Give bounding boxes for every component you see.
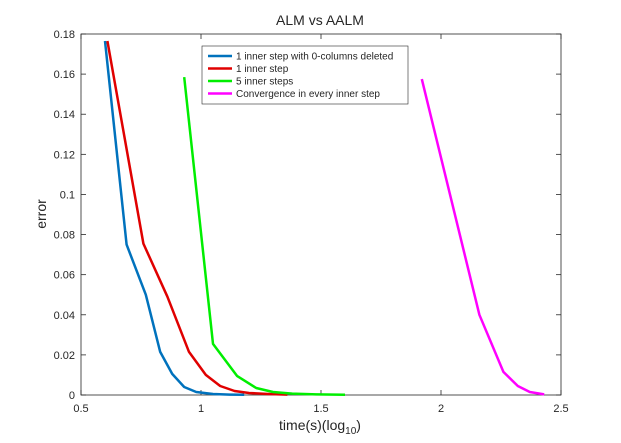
x-axis-label-subscript: 10	[345, 426, 357, 437]
x-tick-label: 1	[198, 403, 204, 415]
x-axis-label: time(s)(log10)	[279, 417, 361, 437]
y-tick-label: 0.12	[54, 149, 75, 161]
x-axis-label-main: time(s)(log	[279, 417, 345, 433]
y-tick-label: 0.14	[54, 109, 75, 121]
y-tick-label: 0.18	[54, 29, 75, 41]
x-axis-label-close: )	[356, 417, 361, 433]
legend-box	[201, 45, 409, 105]
series-lines	[103, 40, 545, 397]
y-tick-label: 0.02	[54, 350, 75, 362]
x-tick-label: 2.5	[553, 403, 568, 415]
y-tick-label: 0.08	[54, 230, 75, 242]
y-tick-label: 0	[69, 390, 75, 402]
y-tick-label: 0.16	[54, 69, 75, 81]
legend-entry: 1 inner step	[236, 64, 289, 75]
x-axis-ticks: 0.5 1 1.5 2 2.5	[73, 34, 569, 415]
x-tick-label: 2	[438, 403, 444, 415]
y-tick-label: 0.06	[54, 270, 75, 282]
legend-entry: 1 inner step with 0-columns deleted	[236, 52, 393, 63]
legend-entry: Convergence in every inner step	[236, 89, 380, 100]
series-line	[182, 76, 346, 397]
y-tick-label: 0.04	[54, 310, 75, 322]
y-axis-label: error	[33, 199, 49, 229]
y-tick-label: 0.1	[60, 189, 75, 201]
series-line	[106, 40, 288, 396]
y-axis-ticks: 0 0.02 0.04 0.06 0.08 0.1 0.12 0.14 0.16 0.18	[54, 29, 561, 402]
legend-entry: 5 inner steps	[236, 77, 293, 88]
x-tick-label: 0.5	[73, 403, 88, 415]
chart-title: ALM vs AALM	[276, 12, 364, 28]
series-line	[420, 78, 545, 396]
series-line	[103, 40, 245, 397]
x-tick-label: 1.5	[313, 403, 328, 415]
